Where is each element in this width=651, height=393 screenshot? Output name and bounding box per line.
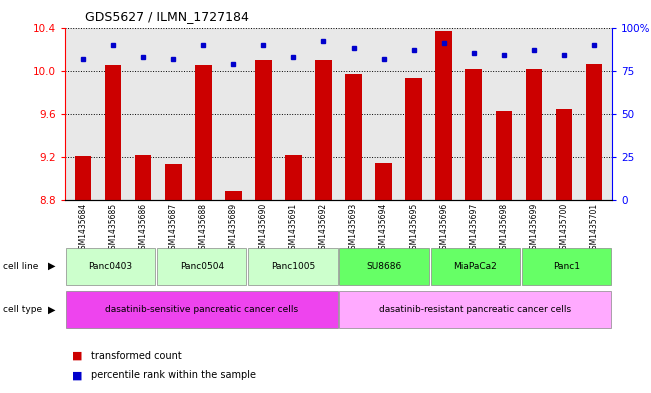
Text: dasatinib-resistant pancreatic cancer cells: dasatinib-resistant pancreatic cancer ce… [379, 305, 572, 314]
Bar [165, 164, 182, 200]
Bar [465, 69, 482, 200]
Bar [345, 74, 362, 200]
Bar [339, 291, 611, 328]
Text: Panc1: Panc1 [553, 262, 580, 271]
Bar [66, 248, 156, 285]
Bar [75, 156, 91, 200]
Bar [430, 248, 520, 285]
Text: ▶: ▶ [48, 305, 55, 314]
Bar [436, 31, 452, 200]
Text: GDS5627 / ILMN_1727184: GDS5627 / ILMN_1727184 [85, 10, 249, 23]
Bar [586, 64, 602, 200]
Text: MiaPaCa2: MiaPaCa2 [453, 262, 497, 271]
Text: cell type: cell type [3, 305, 42, 314]
Bar [157, 248, 247, 285]
Bar [225, 191, 242, 200]
Bar [525, 69, 542, 200]
Text: Panc0504: Panc0504 [180, 262, 224, 271]
Bar [406, 78, 422, 200]
Text: Panc1005: Panc1005 [271, 262, 315, 271]
Bar [105, 65, 122, 200]
Text: SU8686: SU8686 [367, 262, 402, 271]
Bar [376, 163, 392, 200]
Text: cell line: cell line [3, 262, 38, 271]
Bar [66, 291, 338, 328]
Text: dasatinib-sensitive pancreatic cancer cells: dasatinib-sensitive pancreatic cancer ce… [105, 305, 298, 314]
Text: transformed count: transformed count [91, 351, 182, 361]
Bar [248, 248, 338, 285]
Bar [195, 65, 212, 200]
Text: percentile rank within the sample: percentile rank within the sample [91, 370, 256, 380]
Bar [255, 60, 271, 200]
Bar [135, 155, 152, 200]
Bar [555, 108, 572, 200]
Text: ■: ■ [72, 351, 82, 361]
Text: ■: ■ [72, 370, 82, 380]
Bar [339, 248, 429, 285]
Bar [521, 248, 611, 285]
Text: ▶: ▶ [48, 261, 55, 271]
Bar [495, 111, 512, 200]
Text: Panc0403: Panc0403 [89, 262, 133, 271]
Bar [315, 60, 332, 200]
Bar [285, 155, 301, 200]
